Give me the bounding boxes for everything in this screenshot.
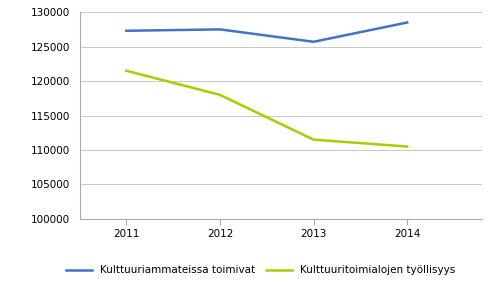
- Kulttuuritoimialojen työllisyys: [311, 138, 317, 141]
- Line: Kulttuuritoimialojen työllisyys: Kulttuuritoimialojen työllisyys: [126, 71, 407, 147]
- Kulttuuritoimialojen työllisyys: [404, 145, 410, 148]
- Kulttuuriammateissa toimivat: [123, 29, 129, 33]
- Legend: Kulttuuriammateissa toimivat, Kulttuuritoimialojen työllisyys: Kulttuuriammateissa toimivat, Kulttuurit…: [66, 265, 455, 275]
- Kulttuuriammateissa toimivat: [217, 28, 223, 31]
- Kulttuuritoimialojen työllisyys: [217, 93, 223, 97]
- Kulttuuriammateissa toimivat: [404, 21, 410, 24]
- Line: Kulttuuriammateissa toimivat: Kulttuuriammateissa toimivat: [126, 22, 407, 42]
- Kulttuuriammateissa toimivat: [311, 40, 317, 43]
- Kulttuuritoimialojen työllisyys: [123, 69, 129, 73]
